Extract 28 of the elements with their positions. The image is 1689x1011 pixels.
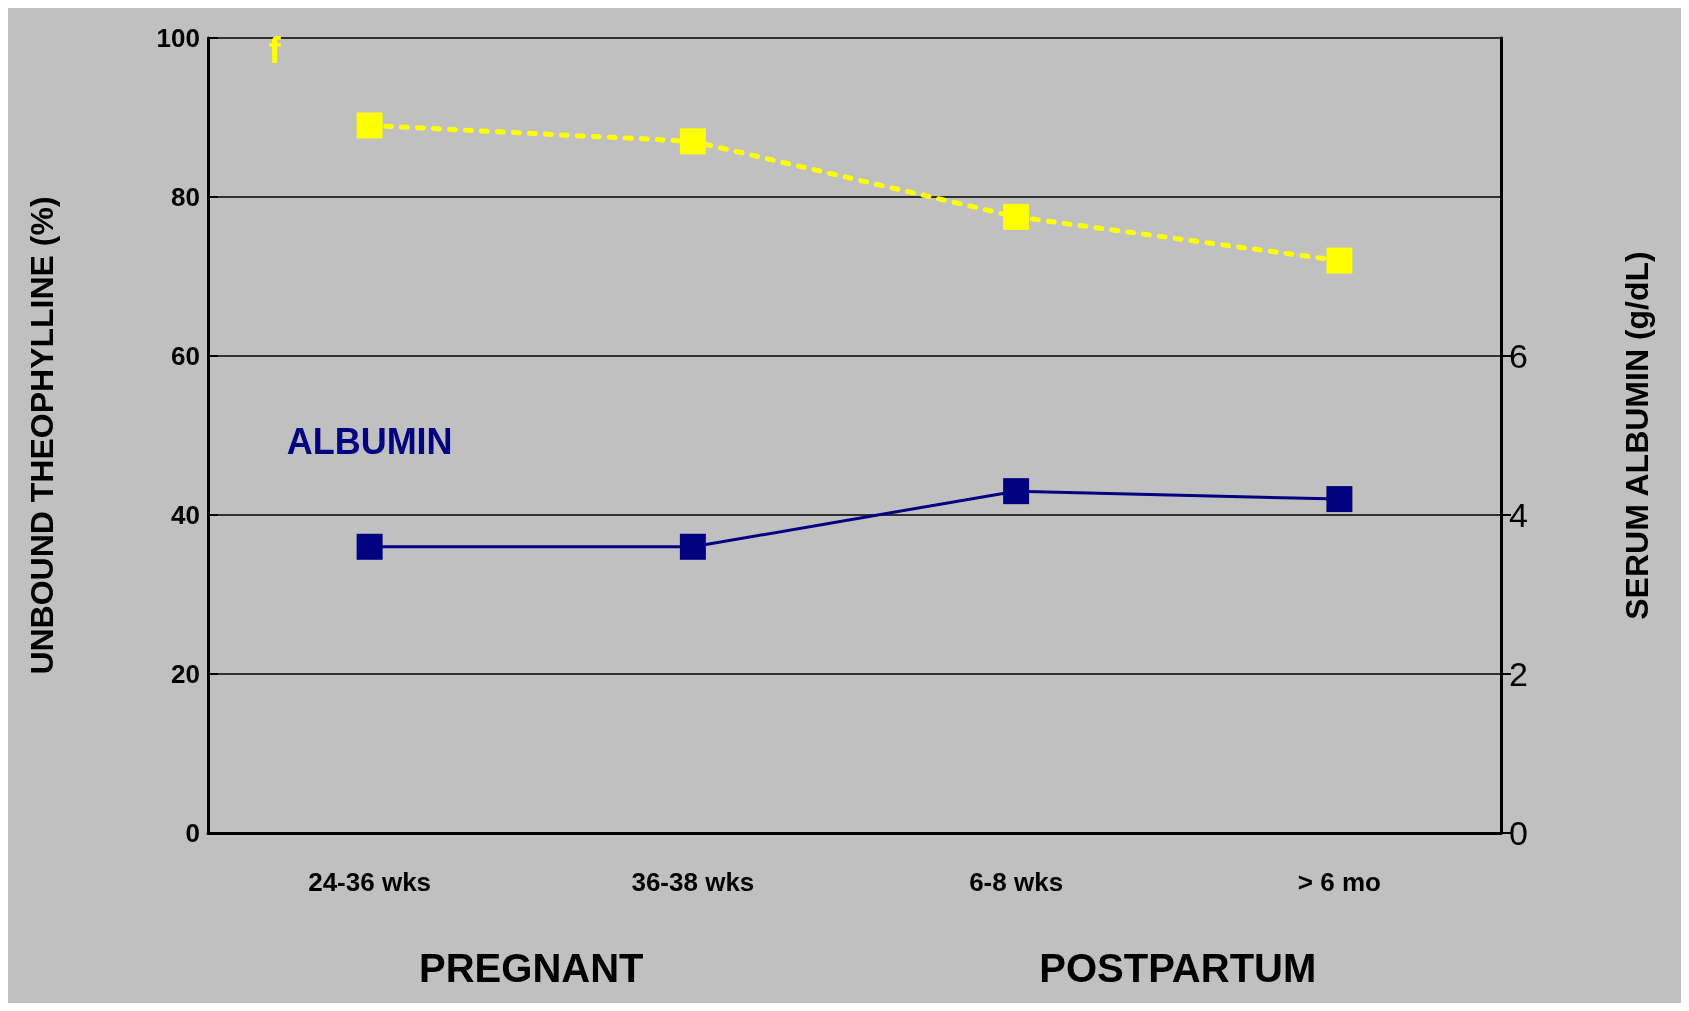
y-tick-label: 0 xyxy=(185,818,200,848)
y2-tick-label: 2 xyxy=(1509,655,1528,693)
text: ALBUMIN xyxy=(286,421,453,463)
point xyxy=(679,128,706,155)
x-tick-label: 6-8 wks xyxy=(969,867,1064,897)
point xyxy=(1326,486,1353,513)
point xyxy=(356,112,383,139)
text: POSTPARTUM xyxy=(1039,946,1317,990)
y2-axis-title: SERUM ALBUMIN (g/dL) xyxy=(1619,251,1655,620)
y-tick-label: 80 xyxy=(171,182,200,212)
y-tick-label: 100 xyxy=(156,23,200,53)
point xyxy=(679,533,706,560)
x-tick-label: > 6 mo xyxy=(1297,867,1381,897)
y2-tick-label: 6 xyxy=(1509,337,1528,375)
point xyxy=(1003,203,1030,230)
point xyxy=(1003,478,1030,505)
point xyxy=(1326,247,1353,274)
y-tick-label: 20 xyxy=(171,659,200,689)
text: PREGNANT xyxy=(419,946,644,990)
y-tick-label: 40 xyxy=(171,500,200,530)
y-tick-label: 60 xyxy=(171,341,200,371)
y2-tick-label: 4 xyxy=(1509,496,1528,534)
y2-tick-label: 0 xyxy=(1509,814,1528,852)
y-axis-title: UNBOUND THEOPHYLLINE (%) xyxy=(24,196,60,675)
x-tick-label: 24-36 wks xyxy=(308,867,432,897)
text: f xyxy=(268,29,282,71)
point xyxy=(356,533,383,560)
x-tick-label: 36-38 wks xyxy=(631,867,755,897)
